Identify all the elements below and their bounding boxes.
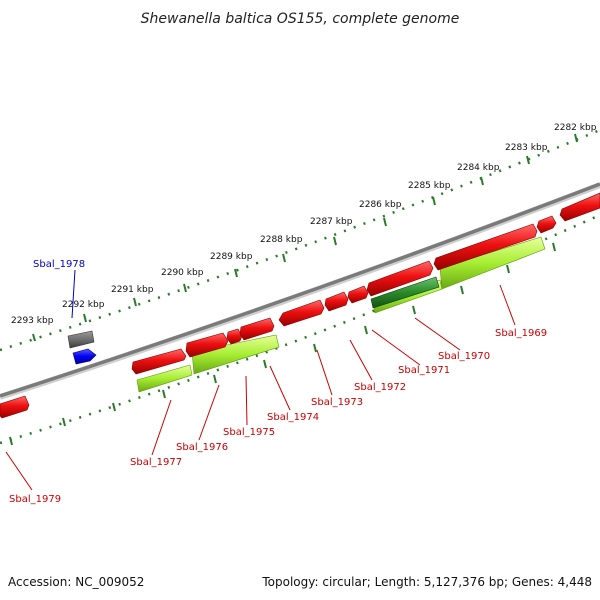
outer-major-ticks	[32, 133, 578, 342]
cds-arrow	[324, 291, 349, 312]
inner-major-ticks	[9, 242, 556, 446]
pseudogene-feature	[67, 330, 95, 349]
cds-arrow	[559, 192, 600, 222]
tick-label: 2287 kbp	[310, 217, 353, 227]
gene-band-segment	[136, 364, 193, 393]
cds-arrow	[239, 317, 275, 341]
tick-label: 2288 kbp	[260, 235, 303, 245]
tick-label: 2290 kbp	[161, 268, 204, 278]
tick-labels: 2282 kbp 2283 kbp 2284 kbp 2285 kbp 2286…	[11, 123, 597, 326]
cds-arrow	[0, 395, 30, 419]
gene-label: Sbal_1971	[398, 365, 450, 376]
gene-label: Sbal_1970	[438, 351, 490, 362]
tick-label: 2285 kbp	[408, 181, 451, 191]
cds-arrow	[131, 348, 187, 375]
gene-label: Sbal_1976	[176, 442, 228, 453]
gene-label: Sbal_1969	[495, 328, 547, 339]
tick-label: 2291 kbp	[111, 285, 154, 295]
gene-label: Sbal_1974	[267, 412, 319, 423]
tick-label: 2282 kbp	[554, 123, 597, 133]
map-title: Shewanella baltica OS155, complete genom…	[141, 11, 460, 27]
cds-arrow	[278, 299, 325, 327]
label-leaders	[5, 269, 516, 491]
highlighted-gene-arrow	[72, 348, 97, 365]
tick-label: 2286 kbp	[359, 200, 402, 210]
tick-label: 2284 kbp	[457, 163, 500, 173]
cds-arrow	[347, 285, 369, 304]
genome-summary-text: Topology: circular; Length: 5,127,376 bp…	[261, 575, 592, 589]
gene-labels: Sbal_1969 Sbal_1970 Sbal_1971 Sbal_1972 …	[9, 259, 547, 505]
gene-label: Sbal_1972	[354, 382, 406, 393]
cds-arrow	[366, 260, 434, 297]
gene-label: Sbal_1977	[130, 457, 182, 468]
gene-label: Sbal_1979	[9, 494, 61, 505]
cds-arrow	[185, 332, 229, 358]
tick-label: 2292 kbp	[62, 300, 105, 310]
cds-arrow	[226, 328, 243, 345]
backbone	[0, 182, 600, 398]
tick-label: 2283 kbp	[505, 143, 548, 153]
cds-arrow	[433, 223, 538, 271]
gene-label: Sbal_1973	[311, 397, 363, 408]
tick-label: 2293 kbp	[11, 316, 54, 326]
gene-band-segment	[439, 236, 546, 290]
cds-arrow	[536, 215, 557, 234]
accession-text: Accession: NC_009052	[8, 575, 144, 589]
gene-band-segment	[191, 334, 280, 375]
rna-feature	[370, 276, 440, 309]
gene-label: Sbal_1978	[33, 259, 85, 270]
gene-band	[136, 236, 546, 393]
cds-features	[0, 192, 600, 419]
tick-label: 2289 kbp	[210, 252, 253, 262]
gene-label: Sbal_1975	[223, 427, 275, 438]
